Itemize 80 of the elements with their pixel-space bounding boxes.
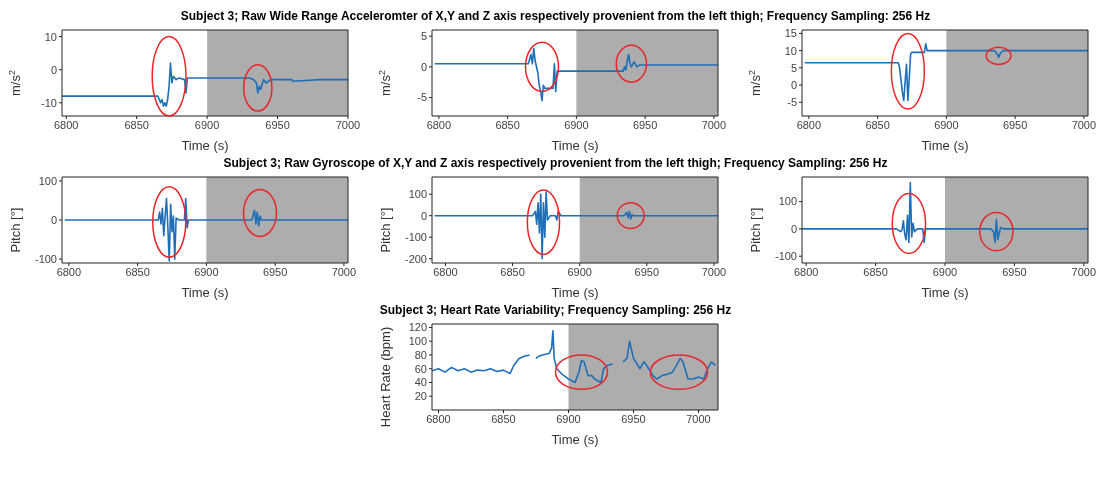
x-tick-label: 6850: [495, 118, 520, 131]
x-axis-title: Time (s): [551, 432, 599, 447]
x-tick-label: 6800: [426, 412, 451, 425]
y-axis-title: Heart Rate (bpm): [378, 326, 393, 428]
x-axis-title: Time (s): [921, 138, 969, 153]
x-tick-label: 6800: [53, 118, 79, 131]
x-axis-title: Time (s): [921, 285, 969, 300]
y-tick-label: 60: [414, 362, 427, 375]
y-tick-label: 100: [778, 195, 797, 208]
x-tick-label: 6950: [634, 265, 660, 278]
x-tick-label: 6850: [500, 265, 525, 278]
x-tick-label: 7000: [701, 118, 727, 131]
x-tick-label: 6900: [932, 265, 958, 278]
x-tick-label: 6950: [265, 118, 290, 131]
x-axis-title: Time (s): [551, 285, 599, 300]
y-tick-label: 100: [408, 335, 427, 348]
y-tick-label: -5: [787, 96, 797, 109]
y-tick-label: 10: [784, 44, 797, 57]
x-tick-label: 6850: [124, 118, 149, 131]
y-axis-title: Pitch [°]: [748, 207, 763, 253]
x-tick-label: 6900: [194, 118, 220, 131]
x-tick-label: 6950: [1002, 118, 1028, 131]
x-tick-label: 6950: [1002, 265, 1027, 278]
x-axis-title: Time (s): [551, 138, 599, 153]
x-tick-label: 6900: [194, 265, 219, 278]
line-series: [803, 42, 1088, 102]
chart-title: Subject 3; Heart Rate Variability; Frequency Sampling: 256 Hz: [378, 302, 733, 318]
x-tick-label: 6850: [863, 265, 888, 278]
y-tick-label: -100: [774, 250, 797, 263]
x-tick-label: 6850: [865, 118, 890, 131]
y-tick-label: -10: [41, 96, 57, 109]
x-tick-label: 6950: [621, 412, 646, 425]
y-tick-label: 5: [790, 61, 797, 74]
x-tick-label: 6800: [793, 265, 819, 278]
x-tick-label: 7000: [335, 118, 361, 131]
y-tick-label: -100: [404, 231, 427, 244]
y-tick-label: -200: [404, 252, 427, 265]
y-tick-label: 100: [38, 174, 57, 187]
x-tick-label: 6800: [796, 118, 822, 131]
y-tick-label: 0: [790, 222, 797, 235]
y-tick-label: 120: [408, 321, 427, 334]
y-tick-label: 20: [414, 390, 427, 403]
line-series: [62, 62, 348, 107]
x-tick-label: 6900: [556, 412, 581, 425]
x-tick-label: 6800: [56, 265, 82, 278]
x-tick-label: 6850: [125, 265, 150, 278]
x-axis-title: Time (s): [181, 138, 229, 153]
x-tick-label: 6950: [262, 265, 288, 278]
x-tick-label: 7000: [701, 265, 727, 278]
x-tick-label: 6950: [632, 118, 658, 131]
line-series: [802, 181, 1088, 244]
y-tick-label: -5: [417, 91, 427, 104]
y-tick-label: 0: [50, 213, 57, 226]
y-tick-label: 15: [784, 27, 797, 40]
x-tick-label: 6850: [491, 412, 516, 425]
y-tick-label: 80: [414, 348, 427, 361]
x-tick-label: 6800: [426, 118, 452, 131]
y-tick-label: 0: [420, 209, 427, 222]
x-tick-label: 7000: [686, 412, 711, 425]
y-tick-label: 5: [420, 30, 427, 43]
y-tick-label: 40: [414, 376, 427, 389]
x-axis-title: Time (s): [181, 285, 229, 300]
x-tick-label: 7000: [1071, 118, 1097, 131]
x-tick-label: 6800: [433, 265, 458, 278]
x-tick-label: 6900: [567, 265, 592, 278]
y-tick-label: 10: [44, 30, 57, 43]
x-tick-label: 6900: [564, 118, 589, 131]
y-tick-label: 0: [420, 60, 427, 73]
y-tick-label: 0: [790, 78, 797, 91]
y-axis-title: Pitch [°]: [378, 207, 393, 253]
y-tick-label: 100: [408, 188, 427, 201]
line-series: [433, 191, 718, 260]
x-tick-label: 7000: [1071, 265, 1097, 278]
x-tick-label: 6900: [934, 118, 959, 131]
y-tick-label: -100: [34, 253, 57, 265]
y-axis-title: Pitch [°]: [8, 207, 23, 253]
chart-title: Subject 3; Raw Gyroscope of X,Y and Z axis respectively provenient from the left thigh; Frequency Sampling: 256 Hz: [222, 155, 889, 171]
x-tick-label: 7000: [331, 265, 357, 278]
y-tick-label: 0: [50, 63, 57, 76]
chart-title: Subject 3; Raw Wide Range Acceleromter of X,Y and Z axis respectively provenient from the left thigh; Frequency Sampling: 256 Hz: [179, 8, 932, 24]
